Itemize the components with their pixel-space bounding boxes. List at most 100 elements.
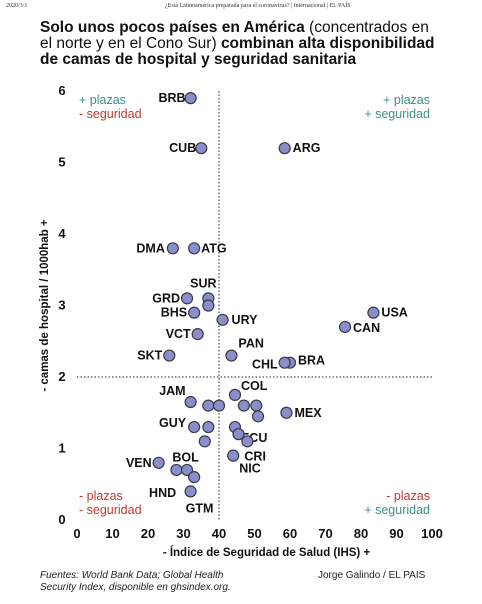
y-axis-label: - camas de hospital / 1000hab + bbox=[39, 219, 51, 392]
x-tick-label: 0 bbox=[73, 526, 80, 541]
point-bol bbox=[198, 435, 211, 448]
y-tick-label: 2 bbox=[58, 369, 65, 384]
x-axis-label: - Índice de Seguridad de Salud (IHS) + bbox=[163, 546, 371, 559]
point-label-ury: URY bbox=[232, 313, 259, 327]
sources-line-1: Fuentes: World Bank Data; Global Health bbox=[40, 570, 224, 581]
point-label-grd: GRD bbox=[152, 291, 180, 305]
quadrant-label-bottom-right: + seguridad bbox=[364, 503, 430, 517]
print-source-title: ¿Está Latinoamérica preparada para el co… bbox=[165, 3, 351, 9]
x-tick-label: 60 bbox=[283, 526, 297, 541]
quadrant-label-top-left: - seguridad bbox=[79, 107, 142, 121]
point-gtm bbox=[184, 485, 197, 498]
point-guy bbox=[188, 420, 201, 434]
point-label-bra: BRA bbox=[298, 354, 325, 368]
title-normal-part: (concentrados en el norte y en el Cono S… bbox=[40, 19, 429, 52]
quadrant-label-bottom-left: - plazas bbox=[79, 489, 123, 503]
point bbox=[202, 420, 215, 434]
point-label-arg: ARG bbox=[293, 141, 321, 155]
quadrant-label-bottom-right: - plazas bbox=[386, 489, 430, 503]
x-tick-label: 50 bbox=[247, 526, 261, 541]
title-bold-part-1: Solo unos pocos países en América bbox=[40, 19, 305, 36]
point-label-cub: CUB bbox=[169, 141, 196, 155]
browser-print-header: 2020/3/1 ¿Está Latinoamérica preparada p… bbox=[0, 0, 482, 12]
point-label-dma: DMA bbox=[136, 241, 164, 255]
x-tick-label: 80 bbox=[354, 526, 368, 541]
point-label-pan: PAN bbox=[238, 337, 263, 351]
y-tick-label: 4 bbox=[58, 226, 66, 241]
point-label-vct: VCT bbox=[166, 327, 191, 341]
point-bhs bbox=[188, 306, 201, 319]
author-credit: Jorge Galindo / EL PAIS bbox=[318, 570, 426, 581]
y-tick-label: 5 bbox=[58, 155, 65, 170]
point-grd bbox=[180, 292, 194, 305]
point bbox=[251, 410, 265, 423]
point-label-hnd: HND bbox=[149, 486, 176, 500]
y-tick-label: 1 bbox=[58, 441, 65, 456]
title-bold-part-2: combinan alta disponibilidad de camas de… bbox=[40, 35, 435, 68]
x-tick-label: 10 bbox=[105, 526, 119, 541]
point-label-can: CAN bbox=[353, 321, 380, 335]
x-tick-label: 20 bbox=[141, 526, 155, 541]
point bbox=[232, 428, 245, 441]
point-label-jam: JAM bbox=[159, 384, 185, 398]
point-atg bbox=[188, 242, 201, 255]
point-cub bbox=[195, 142, 208, 155]
chart-title: Solo unos pocos países en América (conce… bbox=[40, 20, 440, 68]
x-tick-label: 100 bbox=[421, 526, 443, 541]
point-ven bbox=[152, 456, 165, 469]
point-skt bbox=[163, 349, 176, 362]
point-jam bbox=[184, 395, 197, 409]
point-pan bbox=[225, 349, 238, 362]
point-label-brb: BRB bbox=[159, 91, 186, 105]
point bbox=[180, 463, 194, 477]
point-label-col: COL bbox=[241, 379, 268, 393]
point-chl bbox=[278, 356, 291, 369]
point bbox=[212, 399, 226, 412]
quadrant-label-bottom-left: - seguridad bbox=[79, 503, 142, 517]
sources-note: Fuentes: World Bank Data; Global Health … bbox=[40, 570, 231, 594]
point-arg bbox=[278, 142, 291, 155]
point-label-ven: VEN bbox=[126, 456, 152, 470]
point-can bbox=[338, 320, 352, 334]
point-label-atg: ATG bbox=[201, 241, 226, 255]
point-label-bhs: BHS bbox=[161, 306, 187, 320]
point-label-nic: NIC bbox=[239, 462, 261, 476]
point bbox=[202, 299, 215, 312]
x-tick-label: 90 bbox=[389, 526, 403, 541]
point-label-chl: CHL bbox=[252, 358, 278, 372]
quadrant-label-top-right: + seguridad bbox=[364, 107, 430, 121]
x-tick-label: 40 bbox=[212, 526, 226, 541]
sources-line-2: Security Index, disponible en ghsindex.o… bbox=[40, 582, 231, 593]
point-label-guy: GUY bbox=[159, 416, 187, 430]
point-nic bbox=[227, 449, 240, 462]
point-label-sur: SUR bbox=[190, 276, 216, 290]
x-tick-label: 70 bbox=[318, 526, 332, 541]
point-label-gtm: GTM bbox=[186, 501, 214, 515]
quadrant-label-top-left: + plazas bbox=[79, 93, 126, 107]
x-tick-label: 30 bbox=[176, 526, 190, 541]
y-tick-label: 0 bbox=[58, 512, 65, 527]
point-vct bbox=[191, 328, 204, 341]
point bbox=[250, 399, 263, 412]
point-col bbox=[228, 388, 242, 401]
point-mex bbox=[280, 406, 293, 419]
print-date: 2020/3/1 bbox=[6, 3, 28, 9]
point-cri bbox=[241, 435, 254, 448]
point-label-cri: CRI bbox=[244, 449, 266, 463]
point bbox=[237, 399, 250, 412]
point-label-bol: BOL bbox=[172, 450, 199, 464]
point-usa bbox=[367, 306, 380, 319]
quadrant-label-top-right: + plazas bbox=[383, 93, 430, 107]
point-label-usa: USA bbox=[381, 306, 407, 320]
point bbox=[202, 399, 215, 412]
point-dma bbox=[166, 242, 179, 255]
y-tick-label: 3 bbox=[58, 298, 65, 313]
point-label-mex: MEX bbox=[294, 406, 322, 420]
point-brb bbox=[184, 92, 197, 105]
point-hnd bbox=[188, 471, 201, 484]
point-label-skt: SKT bbox=[137, 349, 162, 363]
point-ury bbox=[216, 313, 229, 326]
point bbox=[170, 463, 183, 477]
y-tick-label: 6 bbox=[58, 83, 65, 98]
